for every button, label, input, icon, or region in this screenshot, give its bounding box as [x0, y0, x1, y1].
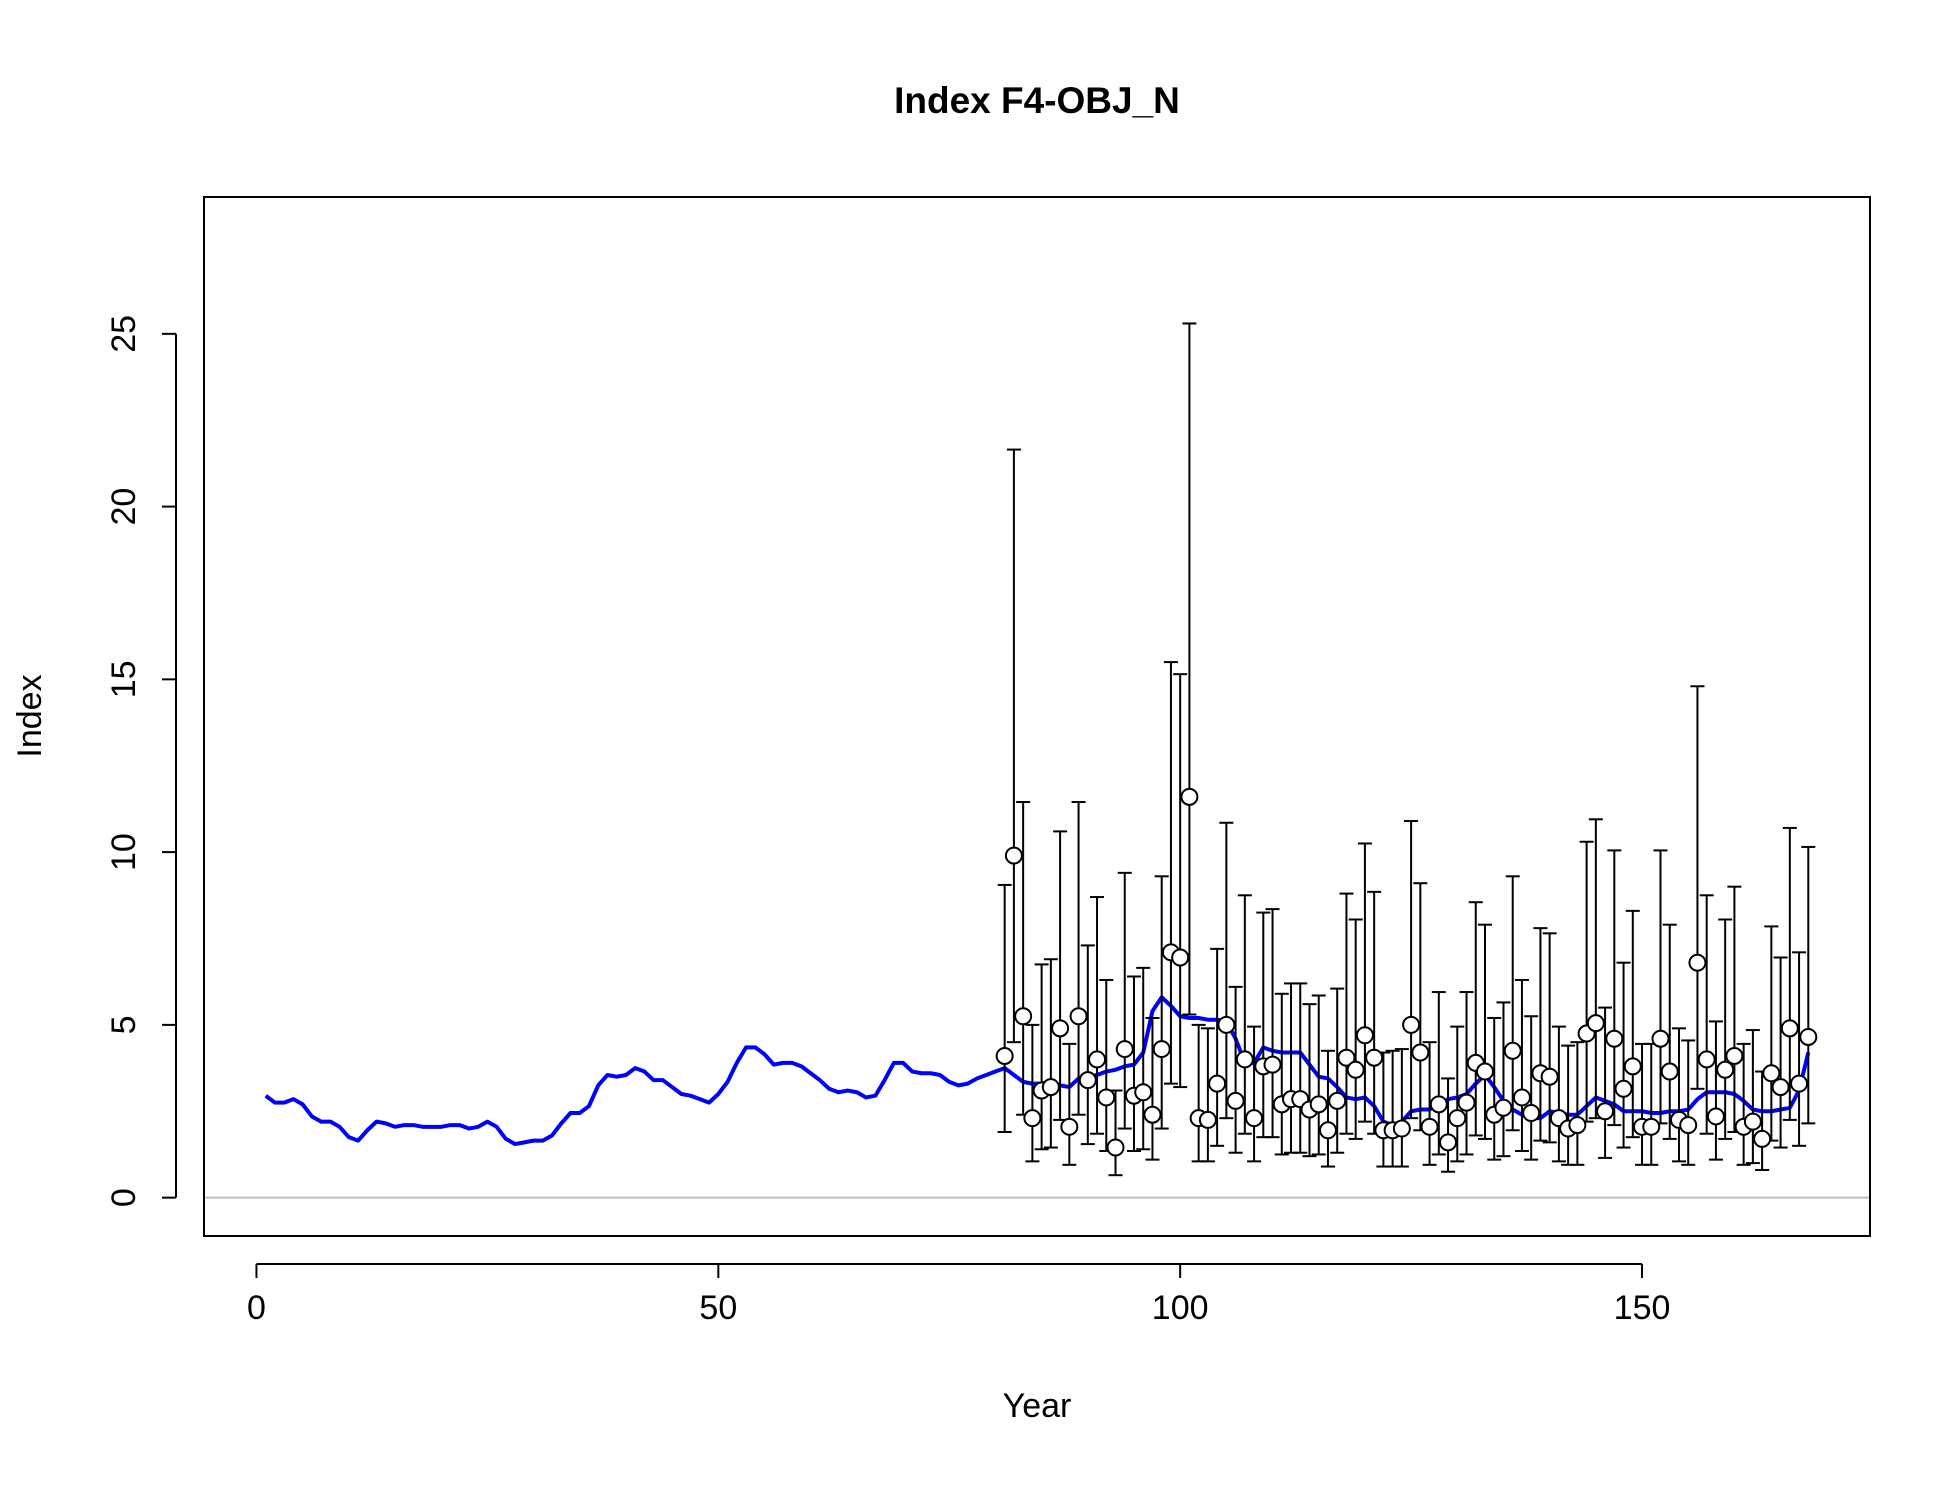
observation-point — [1365, 1048, 1384, 1067]
observation-point — [1014, 1007, 1033, 1026]
observation-point — [1198, 1110, 1217, 1129]
observation-point — [1660, 1062, 1679, 1081]
observation-point — [1235, 1050, 1254, 1069]
observation-point — [1143, 1105, 1162, 1124]
observation-point — [1023, 1109, 1042, 1128]
observation-point — [1679, 1116, 1698, 1135]
observation-point — [1402, 1015, 1421, 1034]
plot-frame — [203, 196, 1871, 1237]
x-tick-label: 0 — [247, 1289, 266, 1327]
observation-point — [1688, 953, 1707, 972]
x-tick-label: 100 — [1152, 1289, 1209, 1327]
observation-point — [1651, 1029, 1670, 1048]
observation-point — [1004, 846, 1023, 865]
observation-point — [1522, 1103, 1541, 1122]
y-tick-label: 25 — [105, 315, 143, 353]
observation-point — [1051, 1019, 1070, 1038]
x-tick-label: 50 — [699, 1289, 737, 1327]
observation-point — [1245, 1109, 1264, 1128]
y-axis-label: Index — [11, 674, 49, 757]
observation-point — [1392, 1119, 1411, 1138]
observation-point — [1725, 1046, 1744, 1065]
observation-point — [1134, 1083, 1153, 1102]
observation-point — [1420, 1117, 1439, 1136]
observation-point — [1642, 1117, 1661, 1136]
observation-point — [1799, 1027, 1818, 1046]
observation-point — [1263, 1055, 1282, 1074]
observation-point — [1697, 1050, 1716, 1069]
observation-point — [1614, 1079, 1633, 1098]
observation-point — [1411, 1043, 1430, 1062]
observation-point — [1753, 1129, 1772, 1148]
observation-point — [1716, 1060, 1735, 1079]
observation-point — [1328, 1091, 1347, 1110]
observation-point — [1318, 1121, 1337, 1140]
observation-point — [1586, 1014, 1605, 1033]
observation-point — [1494, 1098, 1513, 1117]
y-tick-label: 5 — [105, 1015, 143, 1034]
y-tick-label: 0 — [105, 1188, 143, 1207]
observation-point — [1623, 1057, 1642, 1076]
y-tick-label: 15 — [105, 660, 143, 698]
observation-point — [1503, 1041, 1522, 1060]
observation-point — [1106, 1138, 1125, 1157]
y-tick-label: 10 — [105, 833, 143, 871]
observation-point — [1780, 1019, 1799, 1038]
observation-point — [1226, 1091, 1245, 1110]
observation-point — [1060, 1117, 1079, 1136]
observation-point — [1429, 1095, 1448, 1114]
observation-point — [1355, 1026, 1374, 1045]
observation-point — [1512, 1088, 1531, 1107]
observation-point — [1457, 1093, 1476, 1112]
observation-point — [1171, 948, 1190, 967]
observation-point — [1115, 1040, 1134, 1059]
observation-point — [1743, 1112, 1762, 1131]
observation-point — [1337, 1048, 1356, 1067]
observation-point — [1762, 1064, 1781, 1083]
observation-point — [1217, 1015, 1236, 1034]
observation-point — [1180, 787, 1199, 806]
observation-point — [1771, 1078, 1790, 1097]
observation-point — [1309, 1095, 1328, 1114]
observation-point — [1568, 1116, 1587, 1135]
observation-point — [1041, 1078, 1060, 1097]
observation-point — [1097, 1088, 1116, 1107]
observation-point — [1448, 1109, 1467, 1128]
observation-point — [1605, 1029, 1624, 1048]
observation-point — [1088, 1050, 1107, 1069]
chart-title: Index F4-OBJ_N — [894, 80, 1180, 121]
observation-point — [1346, 1060, 1365, 1079]
observation-point — [1475, 1062, 1494, 1081]
observation-point — [1540, 1067, 1559, 1086]
observation-point — [995, 1046, 1014, 1065]
observation-point — [1152, 1040, 1171, 1059]
y-tick-label: 20 — [105, 488, 143, 526]
observation-point — [1790, 1074, 1809, 1093]
observation-point — [1706, 1107, 1725, 1126]
observation-point — [1069, 1007, 1088, 1026]
x-axis-label: Year — [1003, 1387, 1072, 1425]
x-tick-label: 150 — [1614, 1289, 1671, 1327]
observation-point — [1078, 1071, 1097, 1090]
observation-point — [1439, 1133, 1458, 1152]
observation-point — [1208, 1074, 1227, 1093]
observation-point — [1596, 1102, 1615, 1121]
